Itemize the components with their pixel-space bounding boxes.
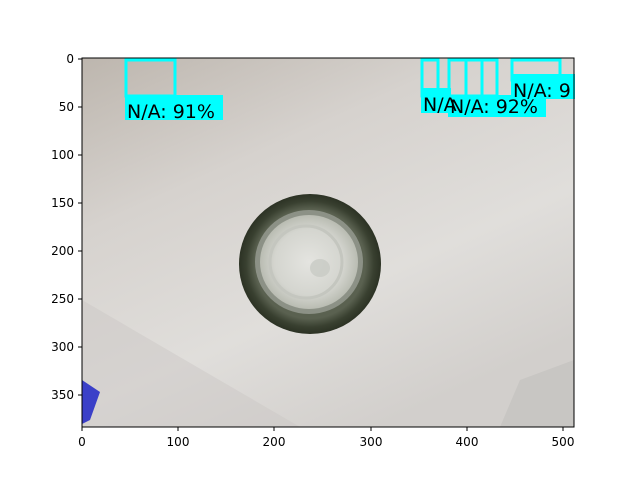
y-tick-label: 350 <box>51 388 74 402</box>
x-tick-label: 400 <box>456 435 479 449</box>
x-axis <box>81 427 564 431</box>
x-tick-label: 0 <box>78 435 86 449</box>
detection-label-2: N/A <box>423 94 457 116</box>
y-tick-label: 50 <box>59 100 74 114</box>
y-tick-label: 300 <box>51 340 74 354</box>
detection-labels: N/A: 91% N/A N/A: 92% N/A: 9 <box>127 80 571 123</box>
y-axis <box>78 58 82 396</box>
detection-label-3: N/A: 92% <box>450 96 538 118</box>
y-tick-label: 0 <box>66 52 74 66</box>
blue-object <box>82 380 100 424</box>
axes-frame <box>81 57 575 428</box>
y-tick-label: 250 <box>51 292 74 306</box>
y-tick-label: 100 <box>51 148 74 162</box>
y-tick-label: 150 <box>51 196 74 210</box>
x-tick-label: 100 <box>167 435 190 449</box>
bottle <box>239 194 381 334</box>
detection-label-4: N/A: 9 <box>513 80 571 102</box>
detection-label-1: N/A: 91% <box>127 101 215 123</box>
x-tick-label: 200 <box>263 435 286 449</box>
x-tick-label: 500 <box>552 435 575 449</box>
x-tick-label: 300 <box>360 435 383 449</box>
y-tick-label: 200 <box>51 244 74 258</box>
